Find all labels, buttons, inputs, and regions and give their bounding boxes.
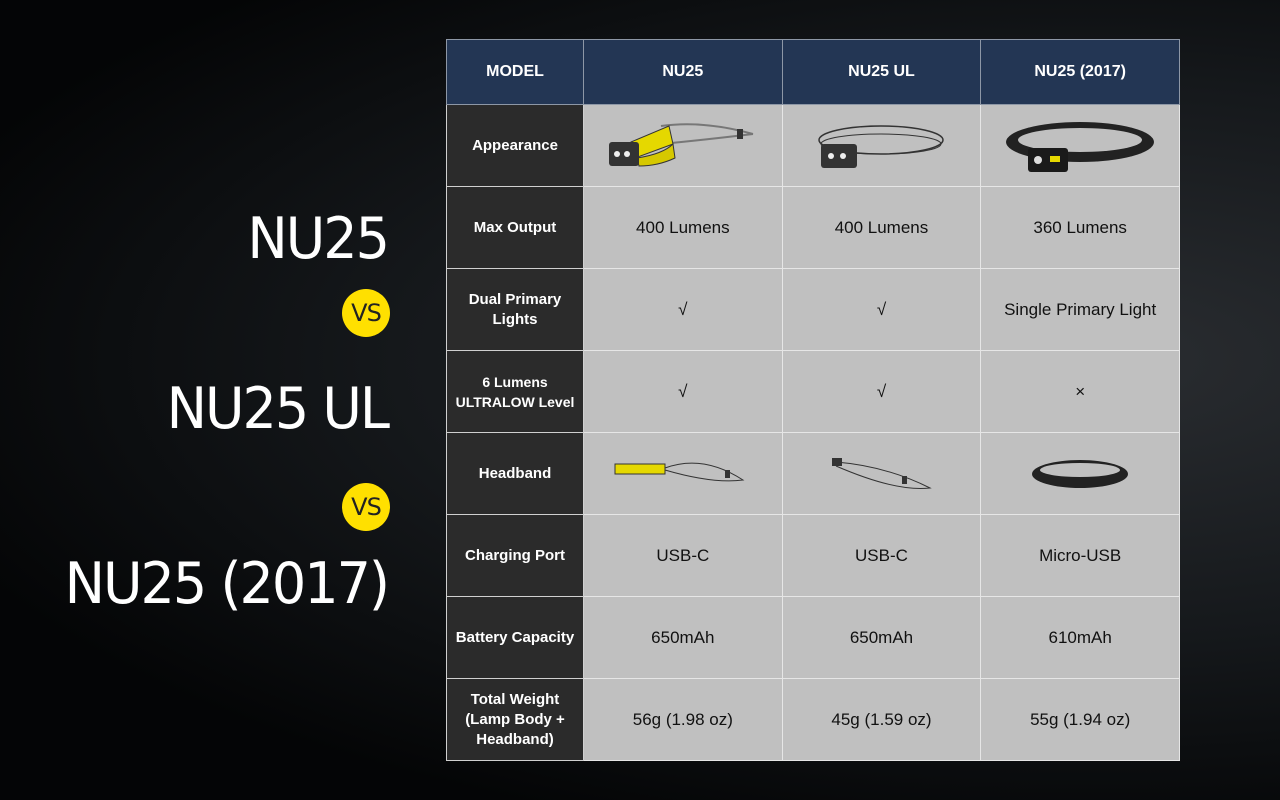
nu25-headband-image [583, 432, 783, 515]
header-nu25-2017: NU25 (2017) [980, 39, 1180, 105]
row-label: Headband [446, 432, 584, 515]
table-cell: 55g (1.94 oz) [980, 678, 1180, 761]
table-cell: Micro-USB [980, 514, 1180, 597]
table-row: Charging Port USB-C USB-C Micro-USB [446, 514, 1180, 597]
table-cell: × [980, 350, 1180, 433]
table-cell: Single Primary Light [980, 268, 1180, 351]
row-label: Appearance [446, 104, 584, 187]
table-row: Dual Primary Lights √ √ Single Primary Ligh… [446, 268, 1180, 351]
row-label: Charging Port [446, 514, 584, 597]
table-cell: 360 Lumens [980, 186, 1180, 269]
table-cell: 650mAh [583, 596, 783, 679]
table-cell: √ [583, 350, 783, 433]
header-nu25: NU25 [583, 39, 783, 105]
table-cell: USB-C [781, 514, 982, 597]
title-nu25-ul: NU25 UL [166, 375, 390, 442]
vs-badge: VS [342, 483, 390, 531]
nu25-headlamp-image [583, 104, 783, 187]
table-cell: 45g (1.59 oz) [781, 678, 982, 761]
table-cell: 400 Lumens [583, 186, 783, 269]
table-row: Battery Capacity 650mAh 650mAh 610mAh [446, 596, 1180, 679]
row-label: Total Weight (Lamp Body + Headband) [446, 678, 584, 761]
row-label: Battery Capacity [446, 596, 584, 679]
title-nu25-2017: NU25 (2017) [64, 550, 390, 617]
table-cell: √ [583, 268, 783, 351]
table-cell: 56g (1.98 oz) [583, 678, 783, 761]
table-cell: 400 Lumens [781, 186, 982, 269]
title-nu25: NU25 [247, 205, 390, 272]
nu25-2017-headlamp-image [980, 104, 1180, 187]
nu25-2017-headband-image [980, 432, 1180, 515]
row-label: Max Output [446, 186, 584, 269]
table-cell: √ [781, 350, 982, 433]
nu25ul-headlamp-image [781, 104, 982, 187]
table-row: Headband [446, 432, 1180, 515]
vs-badge: VS [342, 289, 390, 337]
table-row: 6 Lumens ULTRALOW Level √ √ × [446, 350, 1180, 433]
table-cell: 650mAh [781, 596, 982, 679]
row-label: Dual Primary Lights [446, 268, 584, 351]
table-row: Max Output 400 Lumens 400 Lumens 360 Lumens [446, 186, 1180, 269]
header-model: MODEL [446, 39, 584, 105]
table-row: Appearance [446, 104, 1180, 187]
nu25ul-headband-image [781, 432, 982, 515]
table-cell: 610mAh [980, 596, 1180, 679]
table-cell: USB-C [583, 514, 783, 597]
row-label: 6 Lumens ULTRALOW Level [446, 350, 584, 433]
comparison-table: MODEL NU25 NU25 UL NU25 (2017) Appearanc… [446, 39, 1180, 761]
table-header-row: MODEL NU25 NU25 UL NU25 (2017) [446, 39, 1180, 105]
table-row: Total Weight (Lamp Body + Headband) 56g (… [446, 678, 1180, 761]
header-nu25-ul: NU25 UL [781, 39, 982, 105]
table-cell: √ [781, 268, 982, 351]
